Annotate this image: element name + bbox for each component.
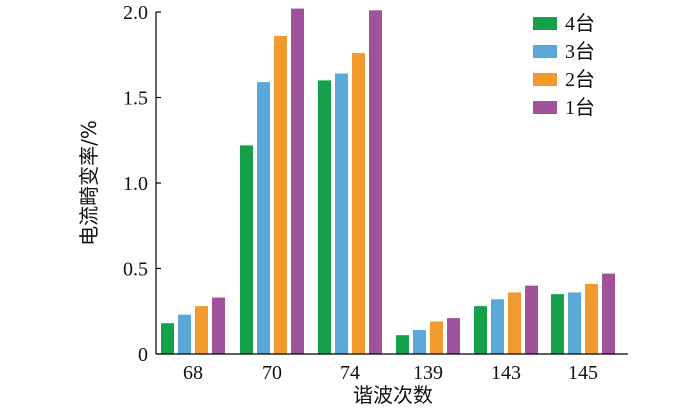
x-tick-label-74: 74 [340, 362, 360, 384]
legend-swatch-2 [533, 73, 557, 86]
x-tick-label-145: 145 [568, 362, 598, 384]
y-tick-label-2.0: 2.0 [123, 2, 148, 24]
bar-145-2 [585, 283, 598, 354]
bar-145-0 [551, 294, 564, 354]
y-axis-label: 电流畸变率/% [77, 120, 101, 246]
x-tick-label-139: 139 [413, 362, 443, 384]
bar-68-1 [178, 314, 191, 354]
y-tick-label-0: 0 [138, 344, 148, 366]
bar-74-1 [335, 73, 348, 354]
legend-label-3: 1台 [565, 96, 595, 119]
legend-label-2: 2台 [565, 68, 595, 91]
bar-70-3 [291, 8, 304, 355]
bar-145-1 [568, 292, 581, 354]
y-tick-label-1.0: 1.0 [123, 173, 148, 195]
legend-swatch-0 [533, 17, 557, 30]
x-axis-label: 谐波次数 [353, 383, 433, 407]
x-tick-label-70: 70 [262, 362, 282, 384]
bar-68-3 [212, 297, 225, 354]
bar-139-1 [413, 330, 426, 354]
bar-74-2 [352, 53, 365, 354]
bar-143-1 [491, 299, 504, 354]
x-tick-label-143: 143 [491, 362, 521, 384]
bar-143-2 [508, 292, 521, 354]
axes-layer: 68 70 74 139 143 145 0 0.5 1.0 1.5 2.0 [123, 2, 628, 384]
bar-70-0 [240, 145, 253, 354]
y-tick-label-0.5: 0.5 [123, 259, 148, 281]
legend-swatch-1 [533, 45, 557, 58]
bar-143-3 [525, 285, 538, 354]
bar-74-0 [318, 80, 331, 355]
bar-139-2 [430, 321, 443, 354]
bar-70-2 [274, 35, 287, 354]
legend: 4台 3台 2台 1台 [533, 12, 595, 119]
bar-145-3 [602, 273, 615, 354]
bar-139-3 [447, 318, 460, 354]
bar-68-2 [195, 306, 208, 354]
bar-70-1 [257, 82, 270, 355]
y-tick-label-1.5: 1.5 [123, 88, 148, 110]
bar-74-3 [369, 10, 382, 354]
bar-68-0 [161, 323, 174, 354]
x-tick-label-68: 68 [183, 362, 203, 384]
bar-143-0 [474, 306, 487, 354]
legend-label-1: 3台 [565, 40, 595, 63]
legend-label-0: 4台 [565, 12, 595, 35]
legend-swatch-3 [533, 101, 557, 114]
bar-139-0 [396, 335, 409, 354]
bars-layer [161, 8, 615, 355]
